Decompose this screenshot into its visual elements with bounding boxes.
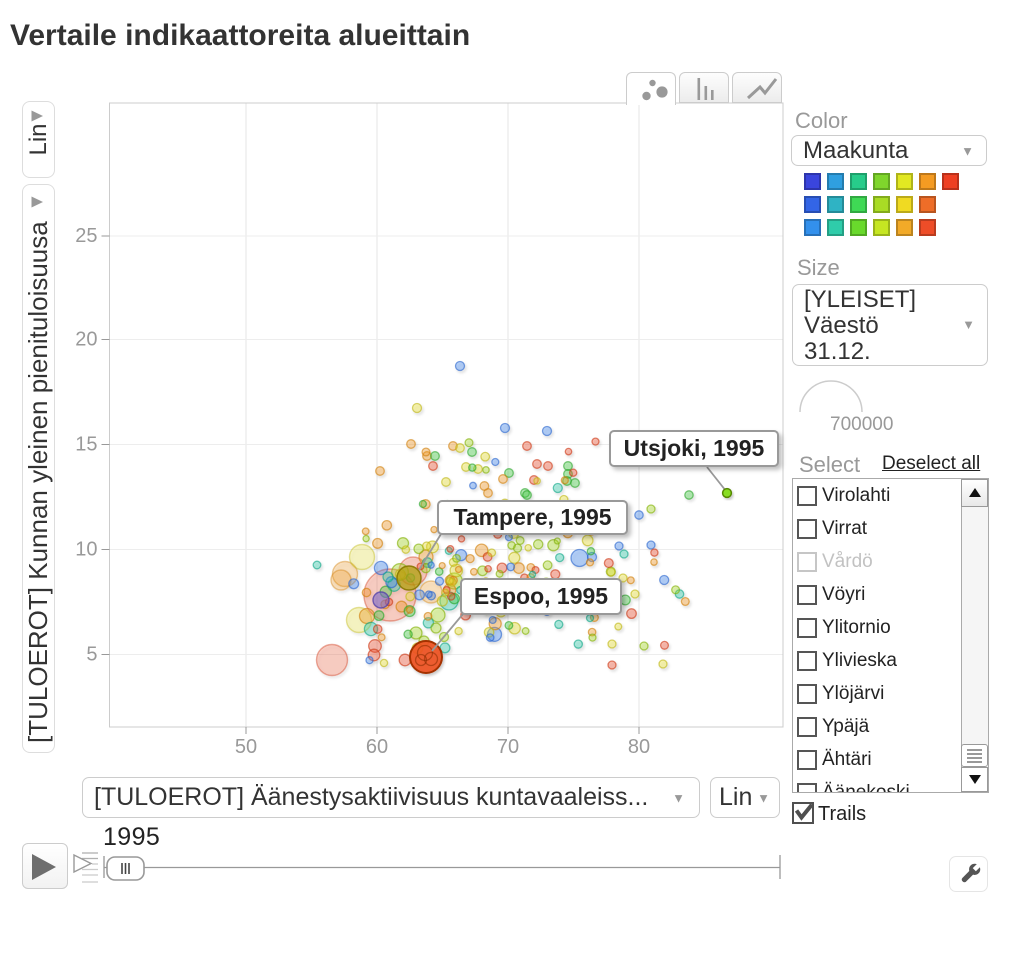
svg-text:20: 20 — [75, 329, 97, 351]
svg-text:70: 70 — [497, 736, 519, 758]
svg-text:15: 15 — [75, 434, 97, 456]
svg-text:5: 5 — [86, 644, 97, 666]
svg-text:60: 60 — [366, 736, 388, 758]
svg-text:25: 25 — [75, 225, 97, 247]
svg-text:50: 50 — [235, 736, 257, 758]
svg-text:10: 10 — [75, 539, 97, 561]
svg-text:80: 80 — [628, 736, 650, 758]
